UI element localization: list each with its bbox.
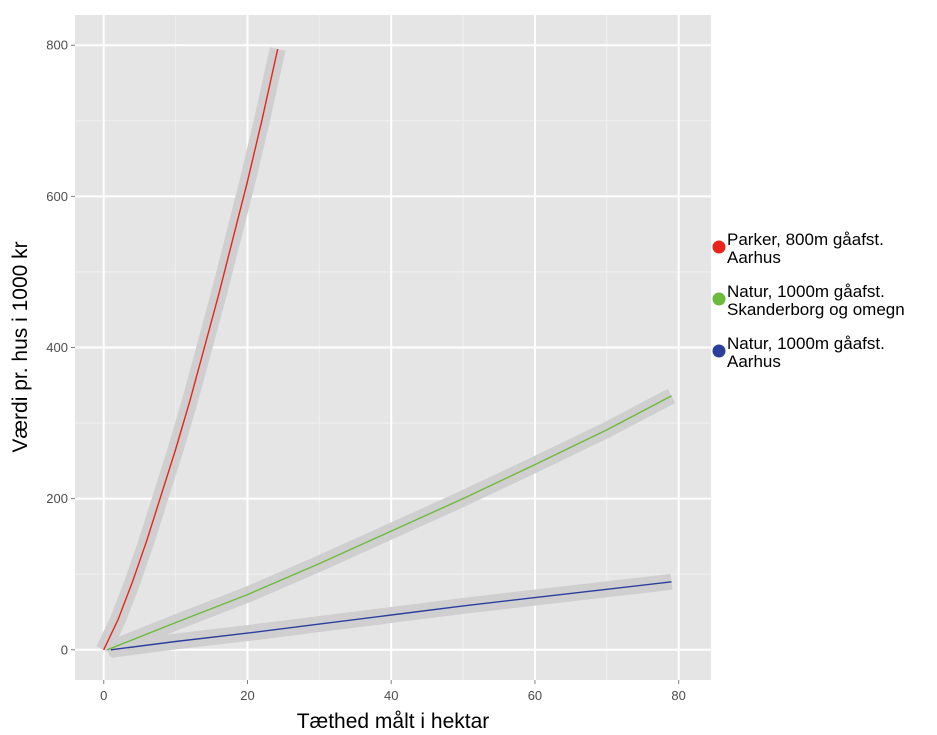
legend-sublabel-2: Skanderborg og omegn xyxy=(727,300,905,319)
series-line-2 xyxy=(107,395,672,651)
series-lines xyxy=(103,48,672,651)
legend-label-2: Natur, 1000m gåafst. xyxy=(727,282,885,301)
series-line-1 xyxy=(103,48,279,651)
legend-sublabel-1: Aarhus xyxy=(727,248,781,267)
series-line-3 xyxy=(110,581,672,651)
y-tick-label: 0 xyxy=(61,642,68,657)
y-tick-label: 400 xyxy=(46,340,68,355)
legend-marker-2 xyxy=(712,292,726,306)
x-axis-ticks: 0 20 40 60 80 xyxy=(100,680,686,703)
legend-marker-1 xyxy=(712,240,726,254)
y-tick-label: 600 xyxy=(46,189,68,204)
y-axis-title: Værdi pr. hus i 1000 kr xyxy=(9,241,32,452)
x-tick-label: 80 xyxy=(671,688,685,703)
x-tick-label: 20 xyxy=(240,688,254,703)
y-axis-ticks: 0 200 400 600 800 xyxy=(46,38,75,657)
y-tick-label: 200 xyxy=(46,491,68,506)
legend-label-1: Parker, 800m gåafst. xyxy=(727,230,884,249)
legend-label-3: Natur, 1000m gåafst. xyxy=(727,334,885,353)
y-tick-label: 800 xyxy=(46,38,68,53)
legend-sublabel-3: Aarhus xyxy=(727,352,781,371)
x-tick-label: 0 xyxy=(100,688,107,703)
x-axis-title: Tæthed målt i hektar xyxy=(297,710,490,733)
x-tick-label: 40 xyxy=(384,688,398,703)
legend-marker-3 xyxy=(712,344,726,358)
grid-lines xyxy=(75,15,711,680)
x-tick-label: 60 xyxy=(528,688,542,703)
